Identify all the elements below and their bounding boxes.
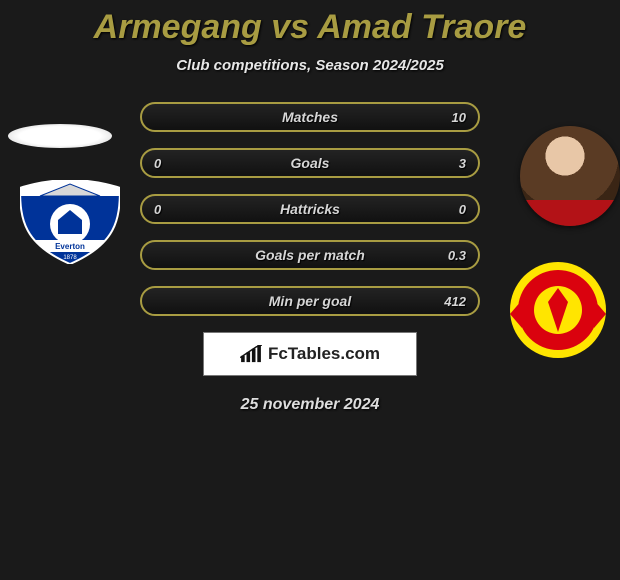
stat-row: Min per goal 412 [140, 286, 480, 316]
player-left-avatar [8, 124, 112, 148]
stat-label: Matches [142, 109, 478, 125]
brand-text: FcTables.com [268, 344, 380, 364]
svg-text:1878: 1878 [63, 255, 77, 261]
club-left-badge: Everton 1878 [20, 180, 120, 264]
stat-label: Goals [142, 155, 478, 171]
club-right-badge [508, 260, 608, 360]
brand-watermark: FcTables.com [203, 332, 417, 376]
stat-row: Goals per match 0.3 [140, 240, 480, 270]
stat-label: Goals per match [142, 247, 478, 263]
stats-table: Matches 10 0 Goals 3 0 Hattricks 0 Goals… [140, 102, 480, 316]
player-right-avatar [520, 126, 620, 226]
stat-label: Min per goal [142, 293, 478, 309]
subtitle: Club competitions, Season 2024/2025 [0, 57, 620, 74]
stat-row: Matches 10 [140, 102, 480, 132]
stat-row: 0 Goals 3 [140, 148, 480, 178]
stat-row: 0 Hattricks 0 [140, 194, 480, 224]
page-title: Armegang vs Amad Traore [0, 0, 620, 47]
stat-label: Hattricks [142, 201, 478, 217]
barchart-icon [240, 345, 262, 363]
date-line: 25 november 2024 [0, 396, 620, 414]
club-left-label: Everton [55, 242, 85, 251]
